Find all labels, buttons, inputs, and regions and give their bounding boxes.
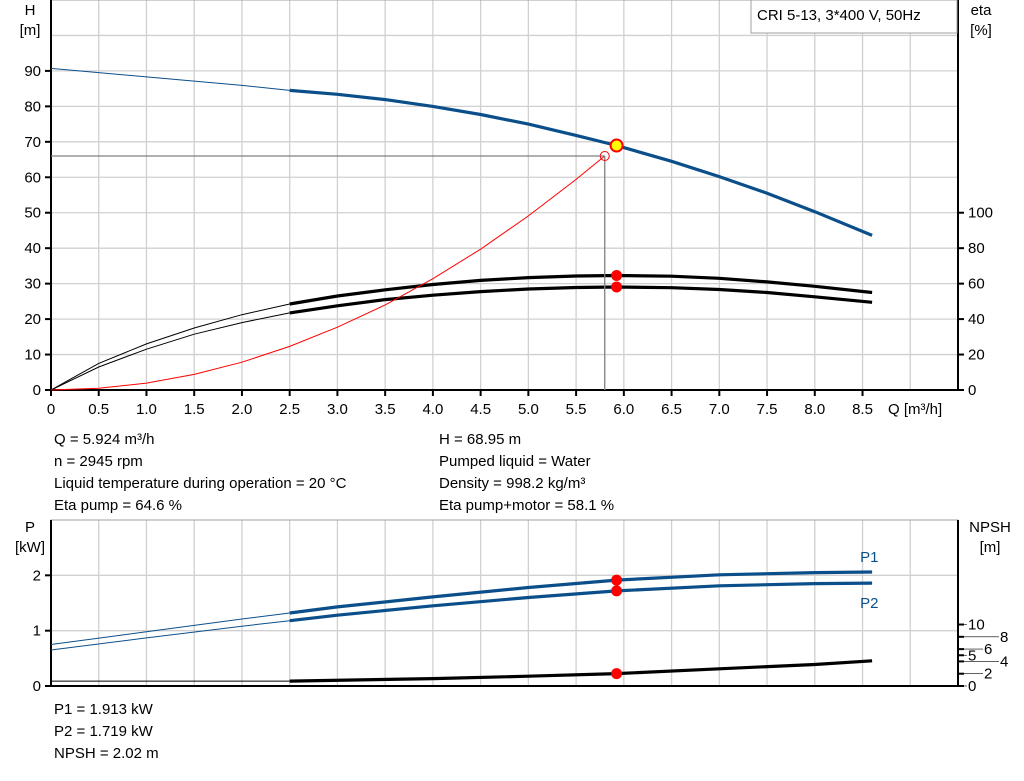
npsh-marker (611, 668, 623, 680)
y2-tick-label: 2 (984, 666, 992, 683)
y-axis-label: P (25, 519, 35, 536)
eta_pump-curve-extrapolated (50, 303, 290, 391)
y-tick-label: 50 (24, 205, 41, 222)
y-axis-label: H (25, 2, 36, 19)
info-eta-total: Eta pump+motor = 58.1 % (439, 497, 615, 514)
y2-axis-label: eta (971, 2, 993, 19)
y2-axis-label: NPSH (969, 519, 1011, 536)
y-tick-label: 80 (24, 98, 41, 115)
operating-point-marker (609, 138, 624, 153)
bottom-frame (50, 519, 959, 687)
legend-box (750, 0, 958, 34)
x-tick-label: 0 (47, 401, 55, 418)
x-tick-label: 2.5 (279, 401, 300, 418)
duty-point-marker (599, 151, 610, 161)
y2-tick-label: 40 (968, 311, 985, 328)
y2-tick-label: 8 (1000, 629, 1008, 646)
x-tick-label: 8.0 (804, 401, 825, 418)
P1-label: P1 (860, 549, 878, 566)
top-frame (50, 0, 959, 391)
y2-tick-label: 0 (968, 382, 976, 399)
y-axis-label: [kW] (15, 539, 45, 556)
y-tick-label: 70 (24, 134, 41, 151)
y2-tick-label: 80 (968, 240, 985, 257)
info-p2: P2 = 1.719 kW (54, 723, 153, 740)
x-tick-label: 5.5 (566, 401, 587, 418)
x-tick-label: 5.0 (518, 401, 539, 418)
P1-curve-extrapolated (50, 612, 290, 645)
info-bottom: P1 = 1.913 kW P2 = 1.719 kW NPSH = 2.02 … (54, 699, 159, 765)
info-q: Q = 5.924 m³/h (54, 431, 155, 448)
y-tick-label: 0 (33, 382, 41, 399)
NPSH-curve (289, 659, 873, 683)
eta-total-marker (611, 281, 623, 293)
legend-title: CRI 5-13, 3*400 V, 50Hz (757, 7, 921, 24)
p2-marker (611, 585, 623, 597)
x-tick-label: 3.5 (375, 401, 396, 418)
info-n: n = 2945 rpm (54, 453, 143, 470)
info-density: Density = 998.2 kg/m³ (439, 475, 586, 492)
x-tick-label: 8.5 (852, 401, 873, 418)
y-axis-label: [m] (20, 22, 41, 39)
y-tick-label: 90 (24, 63, 41, 80)
x-tick-label: 1.0 (136, 401, 157, 418)
info-temp: Liquid temperature during operation = 20… (54, 475, 347, 492)
x-tick-label: 0.5 (88, 401, 109, 418)
x-tick-label: 4.5 (470, 401, 491, 418)
y2-tick-label: 5 (968, 647, 976, 664)
x-tick-label: 7.0 (709, 401, 730, 418)
info-liquid: Pumped liquid = Water (439, 453, 591, 470)
y-tick-label: 10 (24, 347, 41, 364)
y2-tick-label: 0 (968, 678, 976, 695)
y2-tick-label: 6 (984, 641, 992, 658)
eta_pump_motor-curve (289, 285, 873, 315)
H-curve-extrapolated (50, 67, 290, 91)
y-tick-label: 0 (33, 678, 41, 695)
x-tick-label: 4.0 (422, 401, 443, 418)
y-tick-label: 30 (24, 276, 41, 293)
P1-curve (289, 570, 873, 615)
P2-curve (289, 581, 873, 623)
y2-tick-label: 60 (968, 276, 985, 293)
info-top-left: Q = 5.924 m³/h n = 2945 rpm Liquid tempe… (54, 429, 346, 517)
x-tick-label: 2.0 (232, 401, 253, 418)
y-tick-label: 1 (33, 623, 41, 640)
info-h: H = 68.95 m (439, 431, 522, 448)
info-npsh: NPSH = 2.02 m (54, 745, 159, 762)
eta_pump_motor-curve-extrapolated (50, 312, 290, 391)
x-tick-label: 6.5 (661, 401, 682, 418)
H-curve (289, 88, 873, 237)
y-tick-label: 60 (24, 169, 41, 186)
P2-label: P2 (860, 595, 878, 612)
p1-marker (611, 574, 623, 586)
info-eta-pump: Eta pump = 64.6 % (54, 497, 182, 514)
top-plot: 0 10 20 30 40 50 60 70 80 90 0 20 40 60 80 100 H [m] eta [%… (20, 0, 993, 399)
P2-curve-extrapolated (50, 620, 290, 651)
y2-tick-label: 10 (968, 617, 985, 634)
x-tick-label: 6.0 (613, 401, 634, 418)
x-tick-label: 7.5 (757, 401, 778, 418)
info-p1: P1 = 1.913 kW (54, 701, 153, 718)
eta_pump-curve (289, 273, 873, 306)
y-tick-label: 2 (33, 567, 41, 584)
y2-tick-label: 20 (968, 347, 985, 364)
x-tick-label: 1.5 (184, 401, 205, 418)
system-curve (50, 155, 606, 391)
eta-pump-marker (611, 269, 623, 281)
info-top-right: H = 68.95 m Pumped liquid = Water Densit… (439, 429, 614, 517)
y2-tick-label: 100 (968, 205, 993, 222)
y-tick-label: 40 (24, 240, 41, 257)
x-axis-label: Q [m³/h] (888, 401, 942, 418)
y2-tick-label: 4 (1000, 653, 1008, 670)
y-tick-label: 20 (24, 311, 41, 328)
y2-axis-label: [%] (970, 22, 992, 39)
x-tick-label: 3.0 (327, 401, 348, 418)
y2-axis-label: [m] (980, 539, 1001, 556)
